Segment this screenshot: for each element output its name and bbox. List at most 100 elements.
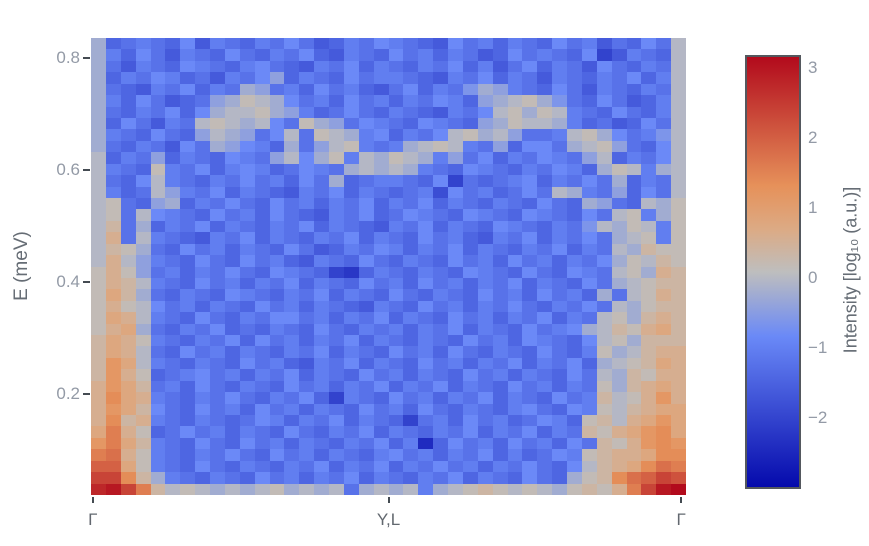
heatmap-plot-area[interactable] — [91, 38, 686, 495]
heatmap-cell — [120, 209, 136, 221]
heatmap-cell — [581, 312, 597, 324]
heatmap-cell — [492, 220, 508, 233]
heatmap-cell — [671, 72, 686, 84]
heatmap-cell — [596, 209, 612, 221]
heatmap-cell — [165, 335, 181, 347]
heatmap-cell — [210, 152, 225, 164]
heatmap-cell — [433, 357, 448, 370]
heatmap-cell — [567, 472, 582, 484]
heatmap-cell — [567, 49, 582, 61]
heatmap-cell — [120, 289, 136, 301]
heatmap-cell — [656, 380, 672, 393]
heatmap-cell — [448, 197, 463, 210]
heatmap-cell — [507, 117, 523, 130]
heatmap-cell — [656, 209, 672, 221]
heatmap-cell — [418, 140, 434, 153]
heatmap-cell — [314, 357, 329, 370]
heatmap-cell — [284, 323, 300, 336]
heatmap-cell — [641, 289, 657, 301]
heatmap-cell — [596, 460, 612, 473]
heatmap-cell — [91, 243, 106, 256]
heatmap-cell — [373, 106, 389, 118]
heatmap-cell — [388, 483, 404, 495]
heatmap-cell — [91, 323, 106, 336]
heatmap-cell — [522, 449, 538, 461]
heatmap-cell — [105, 106, 121, 118]
heatmap-cell — [567, 95, 582, 107]
heatmap-cell — [656, 357, 672, 370]
heatmap-cell — [671, 277, 686, 290]
heatmap-cell — [388, 415, 404, 427]
heatmap-cell — [552, 72, 567, 84]
heatmap-cell — [135, 243, 151, 256]
heatmap-cell — [165, 323, 181, 336]
heatmap-cell — [180, 129, 196, 141]
heatmap-cell — [239, 83, 255, 96]
heatmap-cell — [581, 323, 597, 336]
heatmap-cell — [522, 49, 538, 61]
heatmap-cell — [165, 449, 181, 461]
heatmap-cell — [135, 60, 151, 73]
heatmap-cell — [522, 255, 538, 267]
heatmap-cell — [269, 243, 285, 256]
heatmap-cell — [180, 415, 196, 427]
heatmap-cell — [358, 186, 374, 198]
heatmap-cell — [611, 38, 627, 50]
heatmap-cell — [433, 152, 448, 164]
heatmap-cell — [507, 357, 523, 370]
heatmap-cell — [254, 483, 270, 495]
heatmap-cell — [329, 266, 344, 278]
heatmap-cell — [596, 335, 612, 347]
heatmap-cell — [522, 72, 538, 84]
heatmap-cell — [284, 403, 300, 416]
heatmap-cell — [180, 392, 196, 404]
heatmap-cell — [656, 60, 672, 73]
heatmap-cell — [224, 163, 240, 176]
heatmap-cell — [433, 323, 448, 336]
heatmap-cell — [611, 415, 627, 427]
heatmap-cell — [195, 323, 210, 336]
heatmap-cell — [224, 197, 240, 210]
heatmap-cell — [329, 152, 344, 164]
heatmap-cell — [135, 277, 151, 290]
heatmap-cell — [269, 106, 285, 118]
heatmap-cell — [462, 243, 478, 256]
heatmap-cell — [626, 49, 642, 61]
heatmap-cell — [492, 60, 508, 73]
heatmap-cell — [433, 266, 448, 278]
heatmap-cell — [239, 312, 255, 324]
heatmap-cell — [254, 472, 270, 484]
heatmap-cell — [269, 152, 285, 164]
heatmap-cell — [180, 60, 196, 73]
heatmap-cell — [195, 186, 210, 198]
heatmap-cell — [358, 38, 374, 50]
heatmap-cell — [537, 186, 553, 198]
heatmap-cell — [641, 95, 657, 107]
heatmap-cell — [492, 129, 508, 141]
heatmap-cell — [224, 369, 240, 381]
heatmap-cell — [284, 38, 300, 50]
heatmap-cell — [254, 437, 270, 450]
heatmap-cell — [671, 175, 686, 187]
heatmap-cell — [462, 220, 478, 233]
heatmap-cell — [462, 49, 478, 61]
heatmap-cell — [611, 95, 627, 107]
heatmap-cell — [403, 129, 419, 141]
heatmap-cell — [611, 323, 627, 336]
heatmap-cell — [537, 437, 553, 450]
heatmap-cell — [165, 117, 181, 130]
heatmap-cell — [269, 60, 285, 73]
heatmap-cell — [120, 426, 136, 438]
heatmap-cell — [165, 197, 181, 210]
heatmap-cell — [343, 460, 359, 473]
heatmap-cell — [105, 323, 121, 336]
heatmap-cell — [656, 346, 672, 358]
heatmap-cell — [91, 95, 106, 107]
heatmap-cell — [299, 289, 315, 301]
heatmap-cell — [105, 197, 121, 210]
heatmap-cell — [314, 220, 329, 233]
heatmap-cell — [284, 380, 300, 393]
heatmap-cell — [462, 197, 478, 210]
heatmap-cell — [448, 49, 463, 61]
heatmap-cell — [343, 83, 359, 96]
